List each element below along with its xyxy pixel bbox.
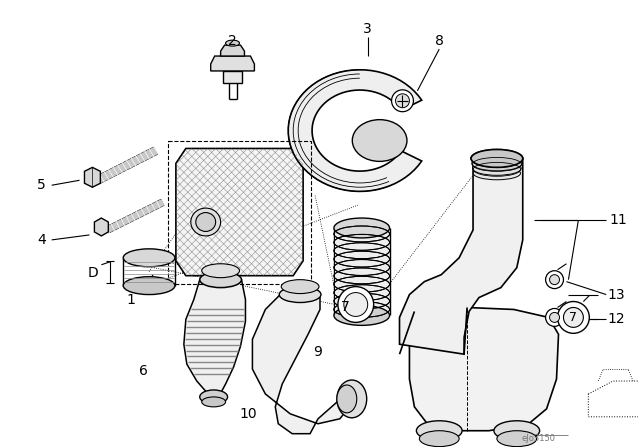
Text: 9: 9 bbox=[314, 345, 323, 359]
Ellipse shape bbox=[497, 431, 537, 447]
Bar bbox=[335, 231, 388, 312]
Ellipse shape bbox=[196, 212, 216, 232]
Text: 3: 3 bbox=[364, 22, 372, 36]
Ellipse shape bbox=[550, 275, 559, 284]
Polygon shape bbox=[84, 168, 100, 187]
Bar bbox=[168, 141, 311, 284]
Polygon shape bbox=[223, 71, 243, 83]
Text: 7: 7 bbox=[570, 311, 577, 324]
Ellipse shape bbox=[334, 218, 390, 238]
Ellipse shape bbox=[337, 385, 356, 413]
Polygon shape bbox=[221, 45, 244, 56]
Ellipse shape bbox=[279, 287, 321, 302]
Ellipse shape bbox=[124, 277, 175, 294]
Text: 5: 5 bbox=[37, 178, 46, 192]
Polygon shape bbox=[252, 294, 352, 434]
Text: 8: 8 bbox=[435, 34, 444, 48]
Ellipse shape bbox=[200, 271, 241, 288]
Ellipse shape bbox=[202, 397, 225, 407]
Ellipse shape bbox=[472, 161, 521, 175]
Polygon shape bbox=[95, 218, 108, 236]
Text: D: D bbox=[88, 266, 99, 280]
Text: 6: 6 bbox=[139, 364, 148, 378]
Text: 1: 1 bbox=[127, 293, 136, 306]
Text: eJo3150: eJo3150 bbox=[522, 434, 556, 443]
Ellipse shape bbox=[200, 390, 228, 404]
Ellipse shape bbox=[474, 167, 520, 180]
Polygon shape bbox=[288, 70, 422, 191]
Ellipse shape bbox=[338, 287, 374, 323]
Ellipse shape bbox=[392, 90, 413, 112]
Ellipse shape bbox=[337, 380, 367, 418]
Ellipse shape bbox=[471, 150, 523, 168]
Ellipse shape bbox=[471, 151, 523, 166]
Polygon shape bbox=[211, 56, 255, 71]
Polygon shape bbox=[588, 381, 640, 417]
Ellipse shape bbox=[396, 94, 410, 108]
Ellipse shape bbox=[419, 431, 459, 447]
Ellipse shape bbox=[344, 293, 368, 316]
Ellipse shape bbox=[191, 208, 221, 236]
Polygon shape bbox=[410, 307, 559, 431]
Ellipse shape bbox=[545, 309, 563, 326]
Ellipse shape bbox=[550, 312, 559, 323]
Ellipse shape bbox=[557, 302, 589, 333]
Text: 10: 10 bbox=[239, 407, 257, 421]
Text: 2: 2 bbox=[228, 34, 237, 48]
Ellipse shape bbox=[417, 421, 462, 441]
Text: 12: 12 bbox=[607, 312, 625, 327]
Ellipse shape bbox=[563, 307, 583, 327]
Ellipse shape bbox=[472, 156, 522, 171]
Text: 4: 4 bbox=[37, 233, 46, 247]
Text: 7: 7 bbox=[340, 301, 349, 314]
Polygon shape bbox=[176, 148, 303, 276]
Ellipse shape bbox=[334, 306, 390, 325]
Ellipse shape bbox=[281, 280, 319, 293]
Ellipse shape bbox=[494, 421, 540, 441]
Ellipse shape bbox=[352, 120, 407, 161]
Text: 11: 11 bbox=[609, 213, 627, 227]
Ellipse shape bbox=[124, 249, 175, 267]
Text: 13: 13 bbox=[607, 288, 625, 302]
Polygon shape bbox=[184, 280, 246, 397]
Ellipse shape bbox=[471, 150, 523, 168]
Ellipse shape bbox=[545, 271, 563, 289]
Ellipse shape bbox=[225, 40, 239, 46]
Polygon shape bbox=[399, 159, 523, 354]
Ellipse shape bbox=[202, 264, 239, 278]
